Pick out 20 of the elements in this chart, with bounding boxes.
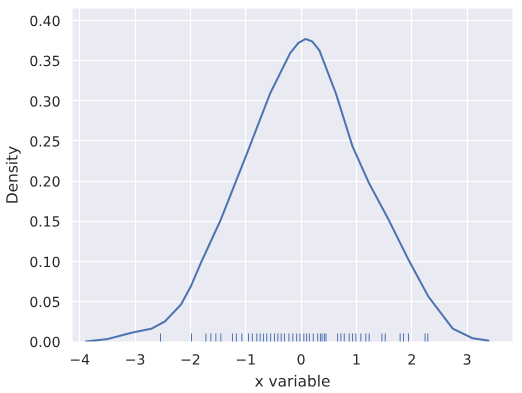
y-tick-label: 0.15: [29, 214, 60, 231]
y-tick-label: 0.10: [29, 254, 60, 271]
y-tick-label: 0.30: [29, 94, 60, 110]
y-tick-label: 0.20: [29, 174, 60, 191]
y-axis-title: Density: [3, 146, 22, 204]
x-tick-label: −4: [69, 352, 90, 368]
x-tick-label: 3: [462, 352, 472, 368]
x-tick-label: −3: [124, 352, 146, 368]
x-tick-label: 2: [407, 352, 416, 368]
line-series: [84, 38, 490, 342]
y-tick-label: 0.05: [29, 294, 60, 311]
y-tick-label: 0.25: [29, 134, 60, 150]
y-tick-label: 0.40: [29, 14, 60, 30]
x-axis-title: x variable: [254, 372, 330, 390]
x-tick-label: 0: [296, 352, 306, 368]
x-tick-label: −2: [180, 352, 201, 368]
x-tick-label: 1: [352, 352, 361, 368]
y-tick-label: 0.00: [29, 335, 60, 351]
y-tick-label: 0.35: [29, 54, 60, 70]
x-tick-label: −1: [235, 352, 256, 368]
